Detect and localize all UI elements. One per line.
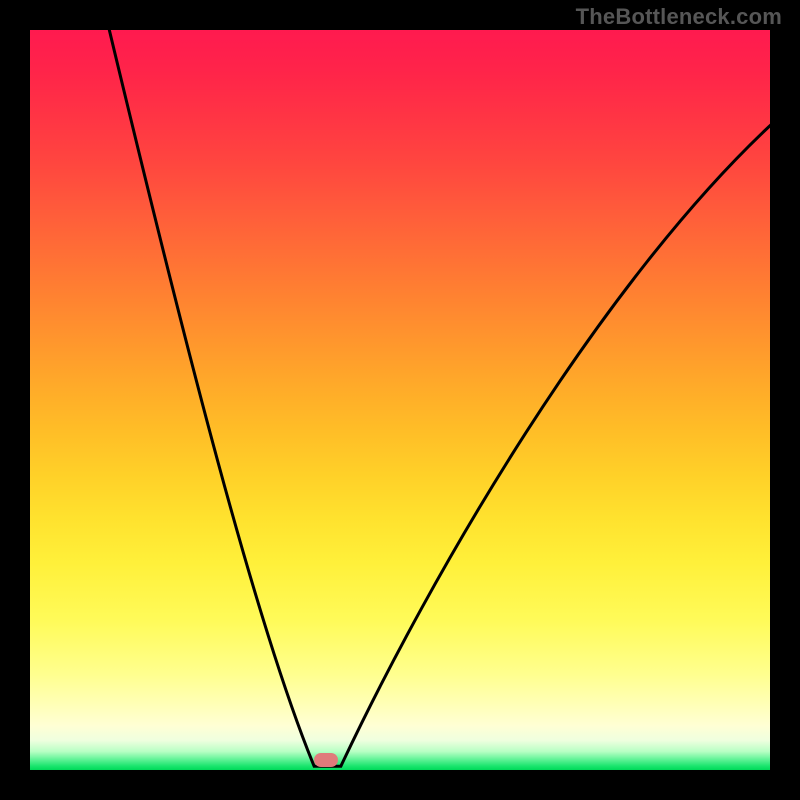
plot-area xyxy=(30,30,770,770)
minimum-marker xyxy=(314,753,338,767)
chart-frame: TheBottleneck.com xyxy=(0,0,800,800)
curve-path xyxy=(104,30,770,766)
watermark-text: TheBottleneck.com xyxy=(576,4,782,30)
bottleneck-curve xyxy=(30,30,770,770)
